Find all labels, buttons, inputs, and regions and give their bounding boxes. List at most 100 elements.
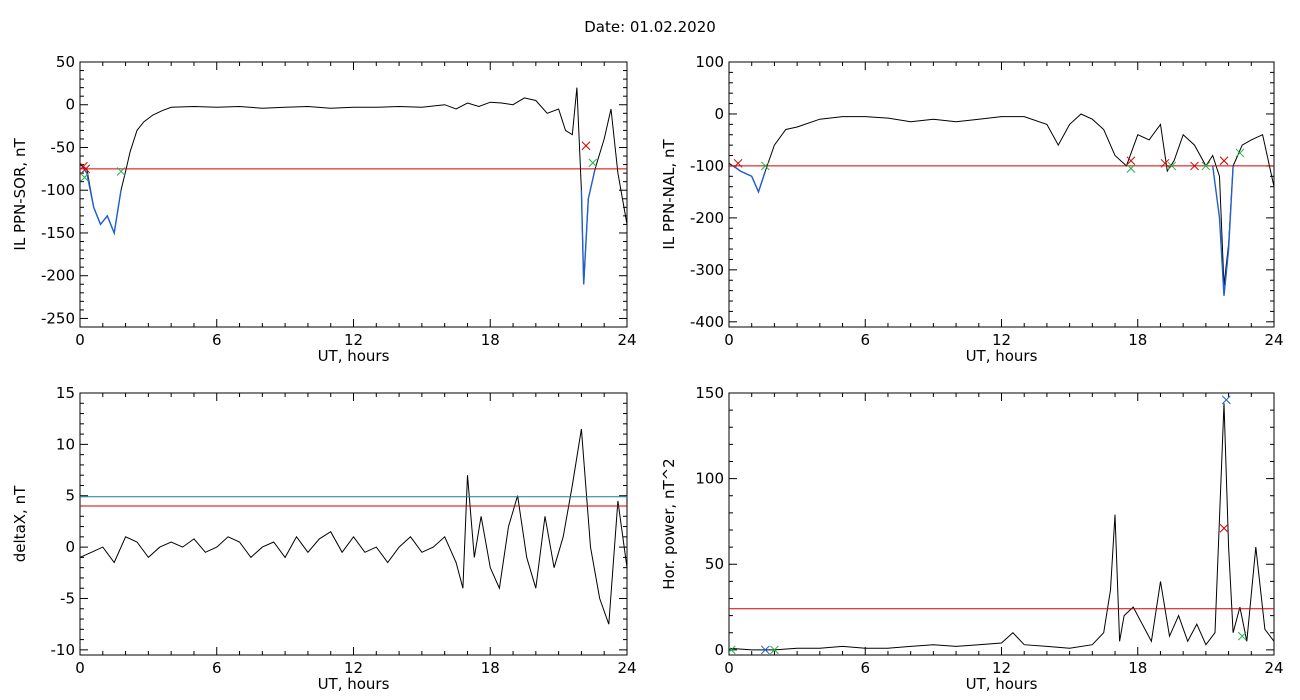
- x-tick-label: 12: [992, 659, 1011, 677]
- event-marker: [1126, 156, 1136, 166]
- event-marker: [760, 645, 770, 655]
- event-marker: [581, 141, 591, 151]
- y-tick-label: -5: [60, 589, 75, 607]
- y-tick-label: 0: [714, 105, 724, 123]
- event-marker: [729, 645, 736, 655]
- x-tick-label: 0: [75, 659, 85, 677]
- y-tick-label: -250: [41, 309, 75, 327]
- event-marker: [81, 164, 91, 174]
- x-tick-label: 6: [212, 331, 222, 349]
- plot-frame: [728, 392, 1275, 656]
- panel-il-ppn-sor: 0 6 12 18 24 -250 -200 -150 -100 -50 0 50 UT, hours I…: [11, 53, 637, 365]
- panel-deltax: 0 6 12 18 24 -10 -5 0 5 10 15 UT, hours deltaX, nT: [11, 384, 637, 693]
- plot-frame: [728, 61, 1275, 328]
- event-marker-stroke: [80, 173, 89, 182]
- data-layer: [80, 87, 627, 285]
- event-marker-stroke: [1190, 161, 1199, 171]
- y-tick-label: -200: [41, 267, 75, 285]
- event-marker: [1235, 148, 1245, 158]
- series-line-0: [729, 403, 1274, 651]
- y-tick-label: 0: [714, 641, 724, 659]
- y-tick-label: -300: [690, 261, 724, 279]
- event-marker: [588, 158, 598, 168]
- x-tick-label: 0: [724, 659, 734, 677]
- y-axis-label: Hor. power, nT^2: [660, 458, 678, 589]
- event-marker-stroke: [1237, 631, 1247, 641]
- x-tick-label: 12: [344, 331, 363, 349]
- figure-date-title: Date: 01.02.2020: [584, 18, 716, 36]
- y-tick-label: -50: [51, 138, 76, 156]
- event-marker: [80, 173, 89, 182]
- panel-il-ppn-nal: 0 6 12 18 24 -400 -300 -200 -100 0 100 UT, hours IL …: [660, 53, 1284, 365]
- y-tick-label: 50: [705, 555, 724, 573]
- data-layer: [80, 428, 627, 625]
- y-tick-label: -400: [690, 313, 724, 331]
- y-tick-label: -150: [41, 224, 75, 242]
- x-axis-label: UT, hours: [966, 347, 1038, 365]
- event-marker-stroke: [1221, 395, 1231, 405]
- event-marker-stroke: [733, 158, 743, 168]
- series-line-0: [80, 428, 627, 625]
- panel-hor-power: 0 6 12 18 24 0 50 100 150 UT, hours Hor. power, nT…: [660, 384, 1284, 693]
- event-marker-stroke: [760, 645, 770, 655]
- x-tick-label: 18: [481, 659, 500, 677]
- y-tick-label: -200: [690, 209, 724, 227]
- x-tick-label: 0: [724, 331, 734, 349]
- y-tick-label: 150: [695, 384, 724, 402]
- event-marker: [1160, 158, 1170, 168]
- x-tick-label: 24: [617, 331, 636, 349]
- event-marker: [116, 167, 126, 176]
- x-axis-label: UT, hours: [318, 347, 390, 365]
- series-line-0: [80, 87, 627, 285]
- x-tick-label: 12: [992, 331, 1011, 349]
- x-tick-label: 24: [617, 659, 636, 677]
- y-tick-label: 10: [56, 435, 75, 453]
- x-tick-label: 0: [75, 331, 85, 349]
- event-marker-stroke: [760, 161, 770, 171]
- event-marker: [1126, 164, 1136, 173]
- x-axis-label: UT, hours: [966, 675, 1038, 693]
- event-marker-stroke: [1126, 164, 1136, 173]
- x-tick-label: 12: [344, 659, 363, 677]
- y-tick-label: 100: [695, 470, 724, 488]
- event-marker: [1219, 156, 1229, 166]
- series-line-0: [729, 113, 1274, 286]
- event-marker: [1219, 523, 1229, 533]
- event-marker-stroke: [1201, 161, 1211, 171]
- series-line-1: [81, 165, 122, 236]
- y-axis-label: deltaX, nT: [11, 485, 29, 562]
- x-tick-label: 18: [1128, 659, 1147, 677]
- event-marker-stroke: [770, 645, 779, 655]
- event-marker-stroke: [1126, 156, 1136, 166]
- series-line-2: [580, 168, 596, 285]
- data-layer: [729, 395, 1274, 655]
- event-marker-stroke: [581, 141, 591, 151]
- event-marker: [1201, 161, 1211, 171]
- x-tick-label: 6: [212, 659, 222, 677]
- event-marker-stroke: [729, 645, 736, 653]
- event-marker-stroke: [81, 164, 91, 174]
- y-axis-label: IL PPN-SOR, nT: [11, 138, 29, 251]
- series-line-1: [733, 165, 766, 194]
- event-marker-stroke: [1219, 523, 1229, 533]
- event-marker-stroke: [1167, 161, 1177, 171]
- y-tick-label: 0: [65, 538, 75, 556]
- y-tick-label: 50: [56, 53, 75, 71]
- event-marker: [1221, 395, 1231, 405]
- series-line-2: [1212, 165, 1234, 296]
- y-axis-label: IL PPN-NAL, nT: [660, 139, 678, 250]
- event-marker: [1237, 631, 1247, 641]
- event-marker: [733, 158, 743, 168]
- event-marker-stroke: [1219, 156, 1229, 166]
- y-tick-label: -10: [51, 641, 76, 659]
- y-tick-label: -100: [41, 181, 75, 199]
- y-tick-label: 5: [65, 487, 75, 505]
- data-layer: [729, 113, 1274, 296]
- x-tick-label: 18: [481, 331, 500, 349]
- event-marker-stroke: [116, 167, 126, 176]
- x-axis-label: UT, hours: [318, 675, 390, 693]
- y-tick-label: 100: [695, 53, 724, 71]
- y-tick-label: 15: [56, 384, 75, 402]
- event-marker-stroke: [1235, 148, 1245, 158]
